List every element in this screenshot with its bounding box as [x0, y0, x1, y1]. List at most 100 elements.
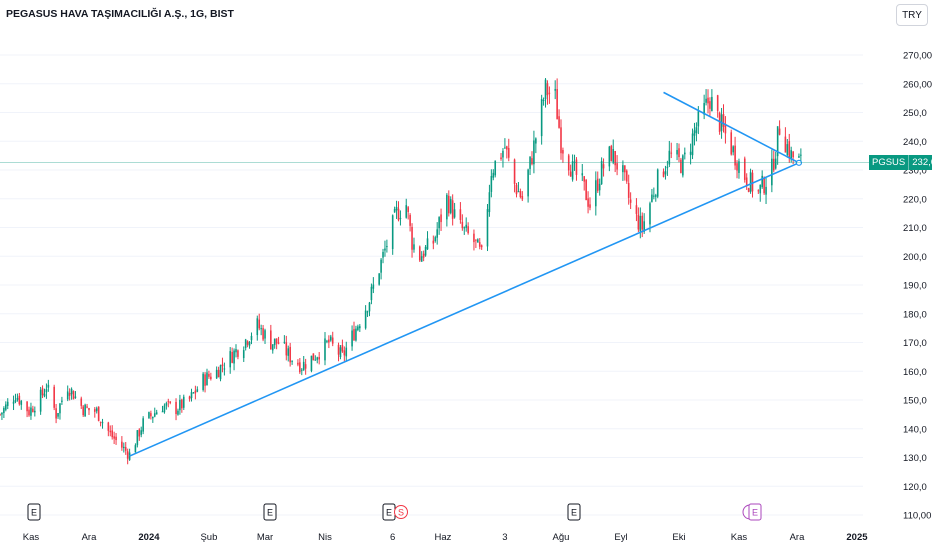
candle-body — [324, 338, 326, 361]
candle — [422, 250, 425, 262]
candle — [188, 395, 191, 402]
candle — [153, 407, 156, 418]
candle-body — [486, 209, 489, 247]
candle-body — [210, 376, 212, 380]
candle-body — [488, 192, 491, 213]
candle — [74, 391, 77, 399]
currency-button[interactable]: TRY — [896, 4, 928, 26]
candle — [608, 145, 611, 172]
candle-body — [567, 155, 570, 171]
candle — [283, 335, 286, 344]
candle-body — [747, 188, 750, 192]
candle — [66, 385, 69, 402]
svg-text:E: E — [31, 508, 37, 518]
candle-body — [453, 209, 456, 218]
candle — [250, 332, 253, 345]
candle-body — [16, 397, 19, 400]
candle — [517, 181, 520, 193]
candle-body — [341, 345, 344, 352]
candle-body — [771, 158, 773, 186]
candle — [329, 334, 332, 342]
candle — [331, 331, 334, 347]
earnings-marker[interactable]: E — [27, 503, 41, 521]
candle-body — [558, 116, 560, 128]
candle — [535, 137, 537, 154]
candle — [513, 158, 516, 193]
candle-body — [300, 369, 303, 371]
candle-body — [140, 430, 143, 435]
candle-body — [351, 330, 353, 347]
candle-body — [800, 154, 802, 156]
candle — [743, 156, 746, 183]
candle — [126, 448, 129, 465]
trendline-support — [129, 162, 800, 457]
candle — [204, 372, 206, 393]
candle — [88, 407, 90, 415]
candle — [693, 122, 696, 146]
x-tick-label: Eki — [672, 532, 685, 543]
candle-body — [70, 388, 73, 395]
candle-body — [150, 413, 152, 417]
candle — [548, 86, 551, 104]
candle — [208, 370, 210, 379]
candle — [34, 406, 36, 417]
candle — [612, 139, 615, 165]
earnings-marker[interactable]: E — [263, 503, 277, 521]
earnings-marker[interactable]: E — [382, 503, 396, 521]
candle — [478, 238, 481, 250]
candle-body — [260, 328, 262, 330]
earnings-marker-group[interactable]: E — [742, 503, 762, 521]
candle-body — [786, 144, 789, 155]
x-tick-label: Kas — [23, 532, 40, 543]
candle-body — [693, 130, 696, 136]
candle — [314, 355, 317, 361]
candle — [732, 145, 734, 156]
candle — [99, 421, 102, 427]
candle-body — [231, 351, 233, 363]
y-tick-label: 220,0 — [903, 194, 927, 205]
candle-body — [384, 248, 386, 251]
y-tick-label: 200,0 — [903, 252, 927, 263]
x-tick-label: Haz — [435, 532, 452, 543]
candle-body — [424, 246, 427, 256]
split-marker[interactable]: S — [394, 505, 408, 519]
candle-body — [774, 158, 777, 169]
candle-body — [39, 389, 42, 412]
candle-body — [34, 410, 36, 413]
candle — [378, 272, 380, 286]
candle-body — [28, 409, 30, 416]
candle — [270, 324, 272, 350]
candle — [80, 396, 83, 409]
candle — [765, 177, 767, 204]
candle — [366, 310, 369, 317]
candle-body — [80, 398, 83, 406]
candle — [771, 149, 773, 193]
candle — [206, 368, 208, 386]
candle — [542, 97, 545, 106]
candle — [148, 411, 150, 420]
candle — [800, 148, 802, 162]
candle-body — [237, 350, 239, 357]
candle-body — [138, 429, 141, 437]
candle-body — [507, 148, 510, 158]
candle — [111, 425, 113, 440]
candle — [82, 404, 84, 417]
candle-body — [181, 399, 183, 409]
candle-body — [500, 157, 502, 159]
candle-body — [235, 349, 237, 353]
candle-body — [136, 430, 139, 446]
earnings-marker[interactable]: E — [567, 503, 581, 521]
candle — [277, 336, 280, 345]
candle-body — [275, 338, 278, 344]
candle — [86, 403, 88, 409]
candle — [540, 94, 543, 145]
y-tick-label: 160,0 — [903, 367, 927, 378]
candle-body — [123, 446, 125, 449]
candle — [84, 403, 86, 417]
candle-body — [217, 369, 220, 378]
candle — [326, 339, 328, 344]
candle — [477, 238, 479, 243]
candle-body — [449, 199, 452, 213]
